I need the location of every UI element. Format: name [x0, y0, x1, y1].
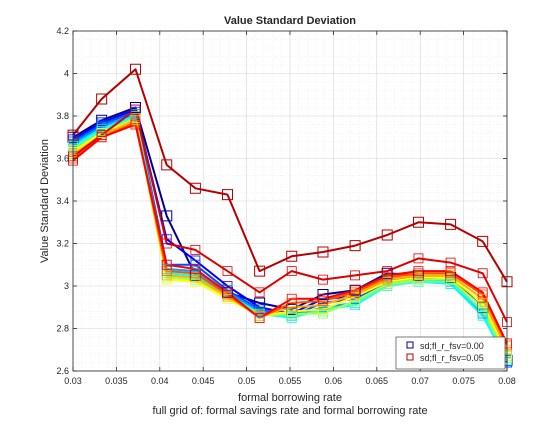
data-point-marker: [189, 269, 201, 281]
y-tick-label: 4.2: [56, 26, 69, 36]
legend-label-2: sd;fl_r_fsv=0.05: [420, 353, 484, 363]
data-point-marker: [96, 93, 108, 105]
data-point-marker: [413, 266, 424, 277]
data-point-marker: [350, 270, 361, 281]
series-line-13: [72, 68, 508, 283]
data-point-marker: [445, 272, 457, 283]
chart-footer: full grid of: formal savings rate and fo…: [152, 405, 427, 417]
y-tick-label: 3.4: [56, 196, 69, 206]
data-point-marker: [130, 104, 141, 115]
data-point-marker: [222, 286, 234, 298]
data-point-marker: [190, 244, 201, 255]
tick-layer: 0.03 0.035 0.04 0.045 0.05 0.055 0.06 0.065 0.07…: [56, 26, 515, 386]
legend-marker-1: [406, 341, 414, 349]
y-tick-label: 2.6: [56, 366, 69, 376]
data-point-marker: [317, 289, 329, 300]
grid-layer: [72, 30, 508, 372]
data-point-marker: [222, 266, 233, 277]
y-tick-label: 3.6: [56, 154, 69, 164]
x-tick-label: 0.035: [105, 376, 128, 386]
y-tick-label: 2.8: [56, 324, 69, 334]
data-point-marker: [286, 293, 297, 304]
data-point-marker: [161, 159, 173, 171]
x-tick-label: 0.04: [151, 376, 169, 386]
data-point-marker: [412, 269, 424, 281]
data-point-marker: [254, 312, 265, 323]
x-axis-label: formal borrowing rate: [238, 392, 342, 404]
x-tick-label: 0.055: [279, 376, 302, 386]
series-line-12: [72, 108, 508, 323]
x-tick-label: 0.075: [452, 376, 475, 386]
data-point-marker: [130, 119, 141, 130]
data-point-marker: [222, 189, 234, 201]
data-point-marker: [189, 182, 201, 194]
data-point-marker: [161, 259, 172, 270]
x-tick-label: 0.06: [325, 376, 343, 386]
y-tick-label: 3: [64, 281, 69, 291]
data-point-marker: [161, 266, 172, 277]
data-point-marker: [96, 114, 108, 126]
x-tick-label: 0.045: [192, 376, 215, 386]
data-point-marker: [254, 297, 266, 309]
data-point-marker: [477, 235, 489, 247]
data-point-marker: [129, 63, 141, 75]
data-point-marker: [286, 303, 298, 315]
legend: sd;fl_r_fsv=0.00 sd;fl_r_fsv=0.05: [395, 336, 506, 370]
data-point-marker: [349, 240, 361, 252]
x-tick-label: 0.08: [498, 376, 516, 386]
legend-label-1: sd;fl_r_fsv=0.00: [420, 341, 484, 351]
data-point-marker: [477, 268, 488, 279]
legend-marker-2: [406, 353, 414, 361]
data-point-marker: [254, 287, 265, 298]
data-point-marker: [350, 285, 361, 296]
data-point-marker: [412, 216, 424, 228]
y-tick-label: 4: [64, 69, 69, 79]
data-point-marker: [222, 287, 233, 298]
data-point-marker: [254, 265, 266, 277]
y-axis-label: Value Standard Deviation: [39, 139, 51, 263]
data-point-marker: [317, 246, 329, 258]
x-tick-label: 0.03: [64, 376, 82, 386]
y-tick-label: 3.2: [56, 239, 69, 249]
data-point-marker: [477, 301, 489, 313]
data-point-marker: [161, 238, 172, 249]
data-point-marker: [381, 229, 393, 241]
x-tick-label: 0.065: [366, 376, 389, 386]
data-point-marker: [477, 287, 488, 298]
data-point-marker: [129, 102, 141, 113]
data-point-marker: [318, 293, 328, 304]
data-point-marker: [286, 250, 298, 262]
data-point-marker: [190, 264, 201, 274]
legend-box: [395, 336, 506, 370]
y-tick-label: 3.8: [56, 111, 69, 121]
data-point-marker: [349, 284, 361, 296]
data-point-marker: [161, 210, 173, 222]
x-tick-label: 0.05: [238, 376, 256, 386]
data-point-marker: [96, 130, 107, 141]
data-point-marker: [445, 257, 456, 268]
data-point-marker: [381, 267, 393, 279]
data-point-marker: [286, 266, 297, 277]
series-layer: [67, 63, 513, 368]
data-point-marker: [318, 274, 328, 285]
data-point-marker: [445, 218, 457, 230]
chart-title: Value Standard Deviation: [224, 15, 356, 27]
data-point-marker: [413, 253, 424, 264]
x-tick-label: 0.07: [411, 376, 429, 386]
data-point-marker: [382, 266, 393, 277]
data-point-marker: [445, 266, 456, 277]
